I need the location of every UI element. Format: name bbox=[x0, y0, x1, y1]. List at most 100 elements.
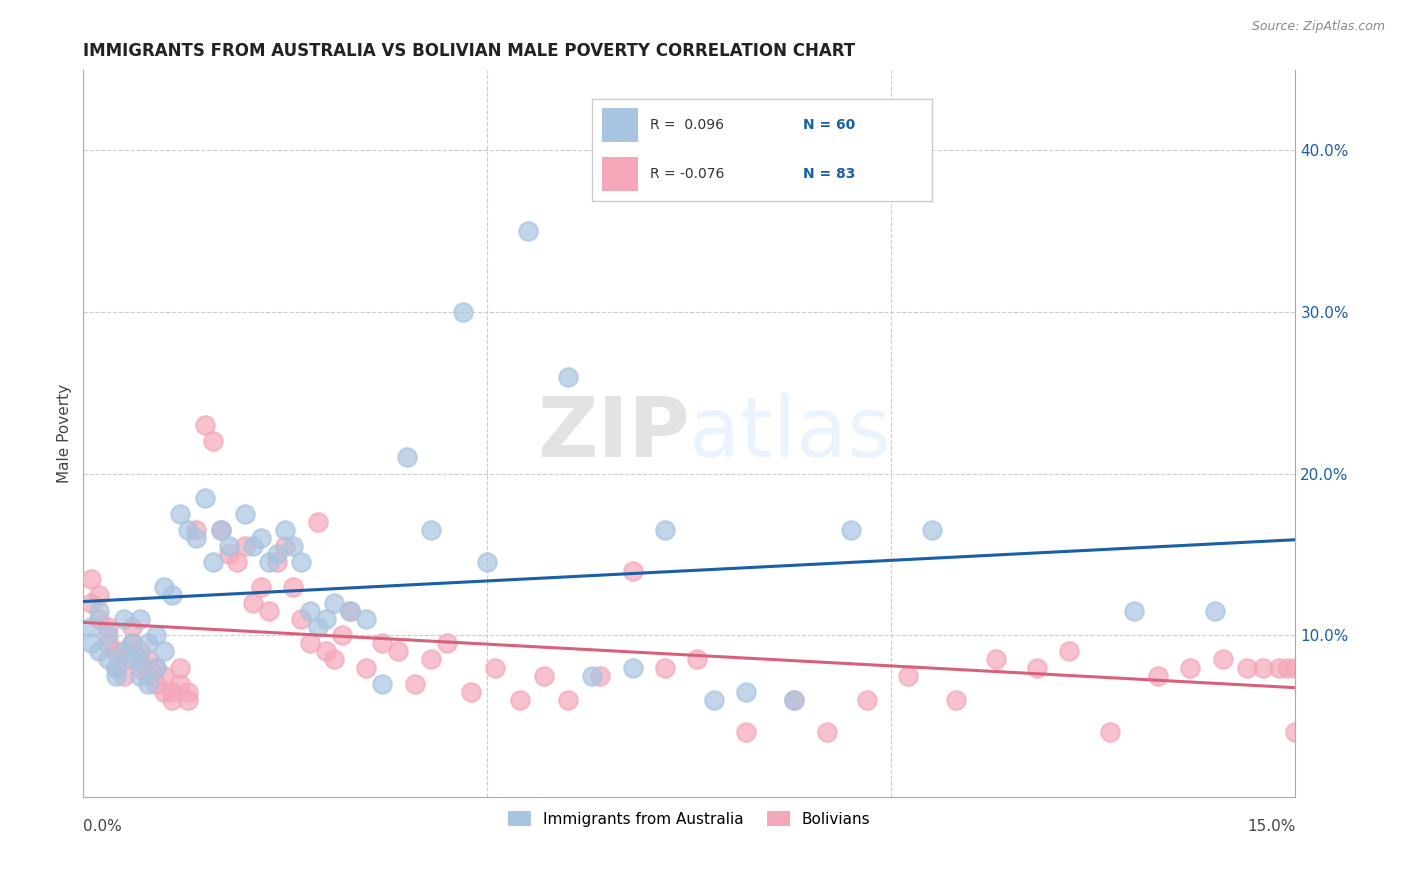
Point bbox=[290, 612, 312, 626]
Point bbox=[201, 556, 224, 570]
Point bbox=[1292, 660, 1315, 674]
Point bbox=[136, 636, 159, 650]
Point bbox=[1098, 725, 1121, 739]
Point bbox=[735, 725, 758, 739]
Point bbox=[839, 523, 862, 537]
Point bbox=[436, 636, 458, 650]
Point bbox=[104, 644, 127, 658]
Point bbox=[686, 652, 709, 666]
Point bbox=[1180, 660, 1202, 674]
Point bbox=[128, 652, 150, 666]
Point bbox=[1301, 660, 1323, 674]
Point bbox=[209, 523, 232, 537]
Point bbox=[104, 668, 127, 682]
Point bbox=[516, 224, 538, 238]
Point bbox=[921, 523, 943, 537]
Point bbox=[896, 668, 918, 682]
Point bbox=[274, 539, 297, 553]
Point bbox=[621, 564, 644, 578]
Point bbox=[112, 612, 135, 626]
Point bbox=[783, 693, 806, 707]
Point bbox=[209, 523, 232, 537]
Point bbox=[354, 660, 377, 674]
Point bbox=[145, 660, 167, 674]
Point bbox=[387, 644, 409, 658]
Point bbox=[89, 612, 111, 626]
Text: IMMIGRANTS FROM AUSTRALIA VS BOLIVIAN MALE POVERTY CORRELATION CHART: IMMIGRANTS FROM AUSTRALIA VS BOLIVIAN MA… bbox=[83, 42, 855, 60]
Point bbox=[1057, 644, 1080, 658]
Point bbox=[404, 676, 426, 690]
Point bbox=[1025, 660, 1047, 674]
Point bbox=[266, 556, 288, 570]
Point bbox=[298, 636, 321, 650]
Text: ZIP: ZIP bbox=[537, 392, 689, 474]
Text: 15.0%: 15.0% bbox=[1247, 819, 1295, 834]
Point bbox=[121, 620, 143, 634]
Point bbox=[242, 539, 264, 553]
Point bbox=[153, 668, 176, 682]
Point bbox=[160, 693, 183, 707]
Point bbox=[283, 539, 305, 553]
Point bbox=[145, 676, 167, 690]
Point bbox=[477, 556, 499, 570]
Point bbox=[128, 644, 150, 658]
Point bbox=[201, 434, 224, 449]
Point bbox=[96, 636, 118, 650]
Point bbox=[177, 693, 200, 707]
Point bbox=[621, 660, 644, 674]
Point bbox=[104, 660, 127, 674]
Point bbox=[96, 620, 118, 634]
Point bbox=[419, 652, 441, 666]
Point bbox=[290, 556, 312, 570]
Point bbox=[193, 491, 215, 505]
Point bbox=[354, 612, 377, 626]
Point bbox=[121, 636, 143, 650]
Point bbox=[80, 596, 103, 610]
Point bbox=[1147, 668, 1170, 682]
Point bbox=[735, 685, 758, 699]
Point bbox=[307, 515, 329, 529]
Point bbox=[371, 636, 394, 650]
Point bbox=[945, 693, 967, 707]
Point bbox=[1284, 725, 1306, 739]
Point bbox=[395, 450, 418, 465]
Point bbox=[1236, 660, 1258, 674]
Point bbox=[986, 652, 1008, 666]
Point bbox=[315, 612, 337, 626]
Point bbox=[1284, 660, 1306, 674]
Point bbox=[257, 604, 280, 618]
Point bbox=[177, 523, 200, 537]
Point bbox=[419, 523, 441, 537]
Point bbox=[153, 580, 176, 594]
Point bbox=[581, 668, 603, 682]
Y-axis label: Male Poverty: Male Poverty bbox=[58, 384, 72, 483]
Point bbox=[322, 596, 344, 610]
Point bbox=[557, 369, 579, 384]
Point bbox=[160, 588, 183, 602]
Point bbox=[80, 636, 103, 650]
Text: atlas: atlas bbox=[689, 392, 891, 474]
Point bbox=[339, 604, 361, 618]
Point bbox=[136, 652, 159, 666]
Point bbox=[128, 612, 150, 626]
Point bbox=[283, 580, 305, 594]
Point bbox=[322, 652, 344, 666]
Point bbox=[250, 531, 273, 545]
Point bbox=[330, 628, 353, 642]
Point bbox=[186, 531, 208, 545]
Point bbox=[169, 660, 191, 674]
Point bbox=[112, 668, 135, 682]
Text: 0.0%: 0.0% bbox=[83, 819, 122, 834]
Point bbox=[307, 620, 329, 634]
Point bbox=[89, 588, 111, 602]
Point bbox=[121, 652, 143, 666]
Point bbox=[1277, 660, 1299, 674]
Point bbox=[1204, 604, 1226, 618]
Point bbox=[169, 676, 191, 690]
Point bbox=[654, 660, 676, 674]
Text: Source: ZipAtlas.com: Source: ZipAtlas.com bbox=[1251, 20, 1385, 33]
Point bbox=[783, 693, 806, 707]
Point bbox=[274, 523, 297, 537]
Point bbox=[136, 668, 159, 682]
Point bbox=[1122, 604, 1144, 618]
